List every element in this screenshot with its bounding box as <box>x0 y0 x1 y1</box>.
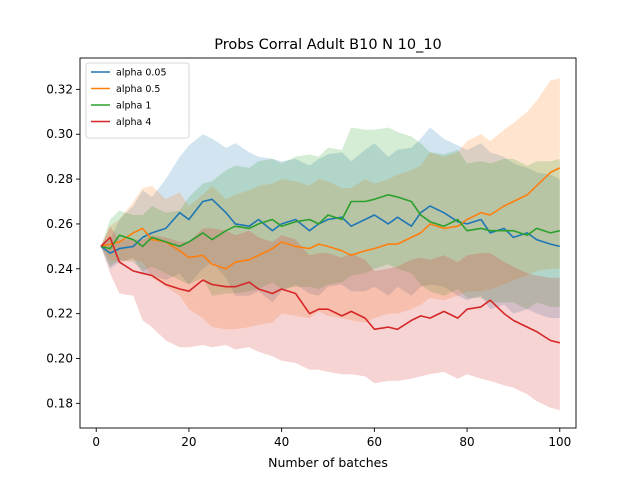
series-lines <box>100 167 561 344</box>
y-tick-label: 0.24 <box>46 262 73 276</box>
series-1-line <box>100 167 561 270</box>
series-3-band <box>100 226 560 411</box>
legend-label-0: alpha 0.05 <box>116 68 167 79</box>
legend-box <box>85 62 190 139</box>
legend: alpha 0.05 alpha 0.5 alpha 1 alpha 4 <box>85 62 190 139</box>
y-tick-label: 0.22 <box>46 307 73 321</box>
series-0-band <box>100 127 560 319</box>
y-axis-ticks: 0.18 0.20 0.22 0.24 0.26 0.28 0.30 0.32 <box>46 82 80 410</box>
y-tick-label: 0.28 <box>46 172 73 186</box>
y-tick-label: 0.18 <box>46 396 73 410</box>
legend-label-3: alpha 4 <box>116 117 151 128</box>
y-tick-label: 0.20 <box>46 351 73 365</box>
y-tick-label: 0.32 <box>46 82 73 96</box>
y-tick-label: 0.30 <box>46 127 73 141</box>
y-tick-label: 0.26 <box>46 217 73 231</box>
x-axis-ticks: 0 20 40 60 80 100 <box>92 428 571 449</box>
chart-title: Probs Corral Adult B10 N 10_10 <box>214 37 442 53</box>
series-3-line <box>100 236 560 344</box>
series-2-line <box>100 194 560 250</box>
x-tick-label: 100 <box>548 435 571 449</box>
plot-area <box>100 78 561 411</box>
x-tick-label: 0 <box>92 435 100 449</box>
legend-label-2: alpha 1 <box>116 101 151 112</box>
x-tick-label: 20 <box>181 435 196 449</box>
axes-frame <box>79 57 577 429</box>
x-axis-label: Number of batches <box>268 455 388 470</box>
series-0-line <box>100 198 560 254</box>
series-1-band <box>100 78 560 330</box>
x-tick-label: 60 <box>367 435 382 449</box>
legend-label-1: alpha 0.5 <box>116 84 160 95</box>
x-tick-label: 80 <box>459 435 474 449</box>
x-tick-label: 40 <box>274 435 289 449</box>
